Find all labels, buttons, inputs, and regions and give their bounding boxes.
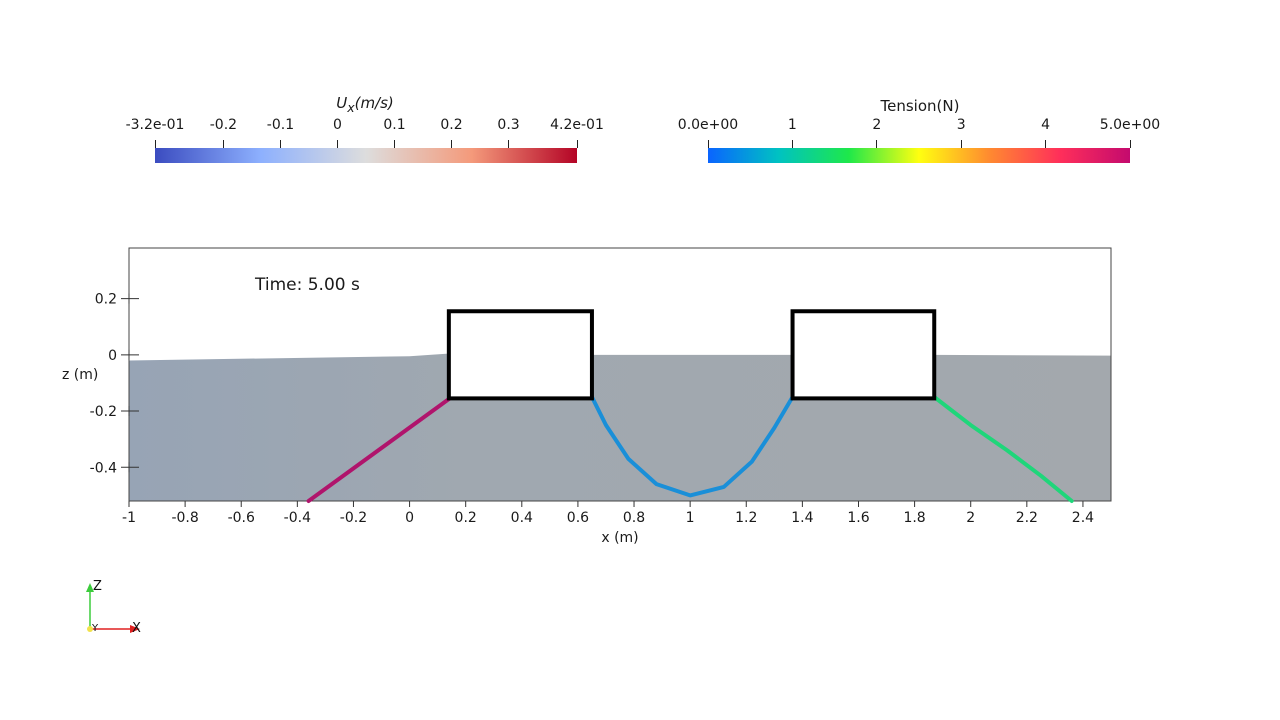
tension-tick-mark xyxy=(960,140,962,148)
x-arrow-head xyxy=(130,625,140,633)
tension-tick-label: 1 xyxy=(787,117,797,133)
x-tick-label: 1.4 xyxy=(791,510,813,526)
x-tick-label: 2.4 xyxy=(1072,510,1094,526)
x-tick-label: 0 xyxy=(405,510,414,526)
orientation-triad: Z X Y xyxy=(86,579,141,636)
ux-tick-label: -0.1 xyxy=(266,117,295,133)
x-tick-label: -0.6 xyxy=(228,510,255,526)
ux-tick-mark xyxy=(154,140,156,148)
ux-tick-mark xyxy=(394,140,395,148)
z-arrow-head xyxy=(86,583,94,592)
x-tick-label: 1.2 xyxy=(735,510,757,526)
mooring-line-connector xyxy=(589,394,795,498)
ux-tick-label: 0.3 xyxy=(497,117,520,133)
triad-z-label: Z xyxy=(93,579,102,594)
x-tick-label: -0.4 xyxy=(284,510,311,526)
x-tick-label: 1 xyxy=(686,510,695,526)
triad-x-label: X xyxy=(132,621,141,636)
x-tick-label: 2.2 xyxy=(1016,510,1038,526)
x-axis-label: x (m) xyxy=(601,530,638,546)
ux-tick-mark xyxy=(576,140,578,148)
ux-title-subscript: x xyxy=(347,100,355,115)
ux-tick-label: 0.1 xyxy=(383,117,406,133)
tension-tick-mark xyxy=(791,140,793,148)
x-tick-label: 0.8 xyxy=(623,510,645,526)
ux-title-units: (m/s) xyxy=(354,94,394,112)
x-tick-label: -0.8 xyxy=(171,510,198,526)
y-axis-label: z (m) xyxy=(62,367,98,383)
tension-colorbar xyxy=(708,148,1130,163)
ux-tick-mark xyxy=(508,140,510,148)
ux-colorbar xyxy=(155,148,577,163)
x-tick-label: 0.2 xyxy=(455,510,477,526)
ux-tick-mark xyxy=(451,140,453,148)
x-tick-label: -0.2 xyxy=(340,510,367,526)
ux-tick-mark xyxy=(336,140,338,148)
ux-tick-label: -0.2 xyxy=(209,117,238,133)
mooring-line-anchor-left xyxy=(306,394,454,503)
x-tick-label: 0.6 xyxy=(567,510,589,526)
plot-frame xyxy=(128,247,1112,502)
ux-colorbar-title: Ux(m/s) xyxy=(300,94,430,115)
tension-tick-label: 3 xyxy=(956,117,966,133)
x-tick-label: 1.8 xyxy=(903,510,925,526)
ux-tick-label: 0 xyxy=(333,117,342,133)
x-tick-label: -1 xyxy=(122,510,136,526)
x-tick-label: 2 xyxy=(966,510,975,526)
ux-tick-label: -3.2e-01 xyxy=(125,117,185,133)
y-tick-label: 0 xyxy=(108,348,117,364)
x-tick-label: 1.6 xyxy=(847,510,869,526)
tension-tick-label: 0.0e+00 xyxy=(677,117,739,133)
x-tick-label: 0.4 xyxy=(511,510,533,526)
y-tick-label: -0.2 xyxy=(90,404,117,420)
water-domain xyxy=(129,353,1111,501)
tension-tick-label: 2 xyxy=(872,117,882,133)
ux-tick-label: 0.2 xyxy=(440,117,463,133)
tension-colorbar-title: Tension(N) xyxy=(880,97,960,115)
ux-title-symbol: U xyxy=(336,94,348,112)
tension-tick-label: 5.0e+00 xyxy=(1099,117,1161,133)
triad-y-label: Y xyxy=(91,623,99,634)
tension-tick-mark xyxy=(707,140,709,148)
mooring-line-anchor-right xyxy=(932,394,1074,503)
time-label: Time: 5.00 s xyxy=(254,275,360,295)
floater-left xyxy=(446,309,594,401)
tension-tick-mark xyxy=(876,140,878,148)
plot-area: -1 -0.8 -0.6 -0.4 -0.2 0 0.2 0.4 0.6 0.8 1 1.2 1.4 1.… xyxy=(90,247,1112,526)
ux-tick-mark xyxy=(279,140,281,148)
y-tick-label: -0.4 xyxy=(90,460,117,476)
y-axis-dot xyxy=(87,626,93,632)
ux-tick-mark xyxy=(222,140,224,148)
tension-tick-mark xyxy=(1045,140,1047,148)
floater-right xyxy=(790,309,937,401)
ux-tick-label: 4.2e-01 xyxy=(550,117,604,133)
tension-tick-mark xyxy=(1129,140,1131,148)
y-tick-label: 0.2 xyxy=(95,292,117,308)
tension-tick-label: 4 xyxy=(1041,117,1051,133)
